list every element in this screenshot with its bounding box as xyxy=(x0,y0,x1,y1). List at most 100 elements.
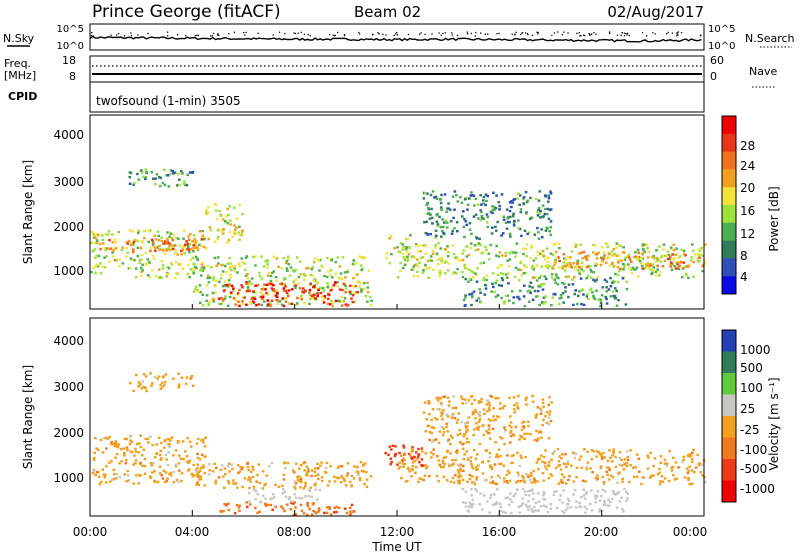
power-cell xyxy=(361,267,364,270)
power-cell xyxy=(546,227,549,230)
velocity-cell xyxy=(534,414,538,417)
power-colorbar-swatch xyxy=(722,151,736,170)
velocity-cell xyxy=(195,470,198,473)
power-cell xyxy=(556,283,560,286)
power-cell xyxy=(580,265,584,268)
power-cell xyxy=(151,241,155,244)
power-cell xyxy=(564,264,567,268)
velocity-cell xyxy=(492,407,495,410)
power-cell xyxy=(266,263,270,266)
velocity-cell xyxy=(328,507,331,510)
power-cell xyxy=(567,275,571,278)
power-cell xyxy=(151,269,154,272)
velocity-cell xyxy=(240,467,244,471)
power-cell xyxy=(549,233,553,237)
power-colorbar-frame xyxy=(721,115,737,295)
power-cell xyxy=(204,247,208,250)
velocity-cell xyxy=(92,470,96,473)
power-cell xyxy=(531,298,535,301)
power-cell xyxy=(578,266,581,269)
velocity-cell xyxy=(596,490,600,493)
velocity-cell xyxy=(294,482,298,485)
power-cell xyxy=(589,268,592,272)
power-cell xyxy=(508,209,512,213)
velocity-cell xyxy=(515,402,519,405)
velocity-cell xyxy=(178,454,181,457)
velocity-cell xyxy=(246,461,250,465)
power-cell xyxy=(451,272,454,275)
velocity-cell xyxy=(499,476,502,480)
velocity-cell xyxy=(513,411,517,414)
power-cell xyxy=(327,293,330,296)
power-cell xyxy=(563,269,567,272)
power-cell xyxy=(507,272,510,275)
power-cell xyxy=(132,241,136,244)
velocity-cell xyxy=(399,454,403,457)
power-cell xyxy=(322,289,326,293)
velocity-cell xyxy=(151,443,154,447)
power-cell xyxy=(627,263,630,266)
velocity-cell xyxy=(291,469,295,472)
power-cell xyxy=(474,272,477,275)
power-cell xyxy=(616,265,620,269)
power-cell xyxy=(281,297,284,300)
velocity-cell xyxy=(182,457,185,461)
power-cell xyxy=(546,207,550,211)
velocity-cell xyxy=(199,469,202,472)
power-cell xyxy=(536,250,539,253)
power-cell xyxy=(440,206,443,209)
velocity-cell xyxy=(427,424,430,428)
noise-search-point xyxy=(196,34,198,36)
velocity-cell xyxy=(518,464,522,468)
velocity-cell xyxy=(325,461,329,465)
velocity-cell xyxy=(532,497,535,501)
power-cell xyxy=(351,262,355,266)
power-cell xyxy=(363,282,366,285)
power-cell xyxy=(266,293,270,296)
power-cell xyxy=(405,238,408,241)
power-cell xyxy=(241,260,244,264)
power-cell xyxy=(550,273,554,276)
power-cell xyxy=(175,236,178,240)
power-cell xyxy=(551,296,555,299)
velocity-cell xyxy=(150,384,153,387)
velocity-cell xyxy=(521,488,525,491)
power-cell xyxy=(221,285,225,288)
power-cell xyxy=(560,296,563,300)
power-cell xyxy=(294,278,297,281)
velocity-cell xyxy=(104,481,108,484)
power-cell xyxy=(185,184,189,187)
velocity-cell xyxy=(406,466,410,470)
velocity-cell xyxy=(445,413,449,416)
velocity-cell xyxy=(409,454,412,457)
noise-search-point xyxy=(608,31,611,33)
velocity-cell xyxy=(466,458,470,461)
power-cell xyxy=(360,290,363,293)
power-cell xyxy=(268,304,272,308)
velocity-cell xyxy=(445,425,448,429)
power-cell xyxy=(639,262,643,265)
noise-search-point xyxy=(521,32,524,34)
power-cell xyxy=(95,241,99,245)
velocity-cell xyxy=(401,462,405,465)
power-cell xyxy=(669,265,673,268)
power-cell xyxy=(549,208,553,211)
velocity-cell xyxy=(539,504,543,508)
velocity-cell xyxy=(540,409,543,413)
power-cell xyxy=(525,255,528,258)
velocity-cell xyxy=(129,434,133,437)
velocity-cell xyxy=(518,511,521,514)
velocity-cell xyxy=(514,492,517,496)
velocity-cell xyxy=(149,435,152,438)
velocity-cell xyxy=(116,446,120,449)
velocity-cell xyxy=(530,489,533,492)
velocity-cell xyxy=(151,471,154,474)
velocity-cell xyxy=(163,480,167,484)
velocity-cell xyxy=(355,470,359,473)
power-cell xyxy=(288,274,292,277)
power-cell xyxy=(412,265,416,268)
power-cell xyxy=(330,259,333,262)
power-cell xyxy=(275,279,278,282)
velocity-cell xyxy=(452,462,455,466)
power-cell xyxy=(544,207,547,211)
